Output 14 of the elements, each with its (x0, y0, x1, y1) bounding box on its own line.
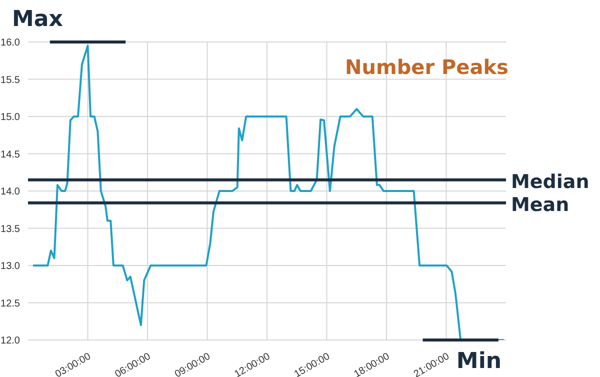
y-tick-label: 15.5 (0, 74, 20, 86)
y-tick-label: 12.5 (0, 298, 20, 310)
ref-line-label: Mean (511, 194, 570, 216)
ref-line-label: Max (12, 7, 63, 32)
ref-line-label: Min (456, 349, 502, 374)
y-tick-label: 14.0 (0, 186, 20, 198)
annotation: Number Peaks (345, 55, 508, 79)
y-tick-label: 13.5 (0, 224, 20, 235)
y-tick-label: 15.0 (0, 112, 20, 124)
y-tick-label: 13.0 (0, 261, 20, 272)
y-tick-label: 14.5 (0, 149, 20, 160)
y-tick-label: 16.0 (0, 38, 20, 49)
ref-line-label: Median (511, 170, 590, 193)
y-tick-label: 12.0 (0, 336, 20, 347)
